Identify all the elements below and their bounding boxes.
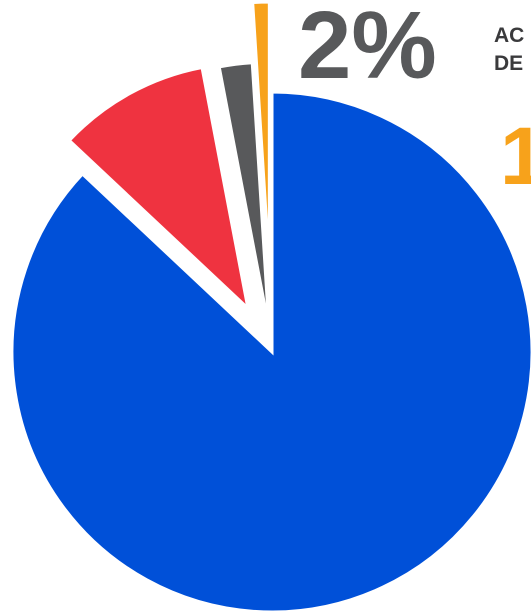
pie-slice [217,61,271,328]
caption-text: AC [494,24,524,47]
caption-text: DE [494,52,523,75]
pie-slice [67,65,251,313]
percent-label: 2% [298,0,437,99]
percent-label: 1 [500,111,531,202]
pie-slice [10,90,531,612]
pie-slice [251,0,271,268]
